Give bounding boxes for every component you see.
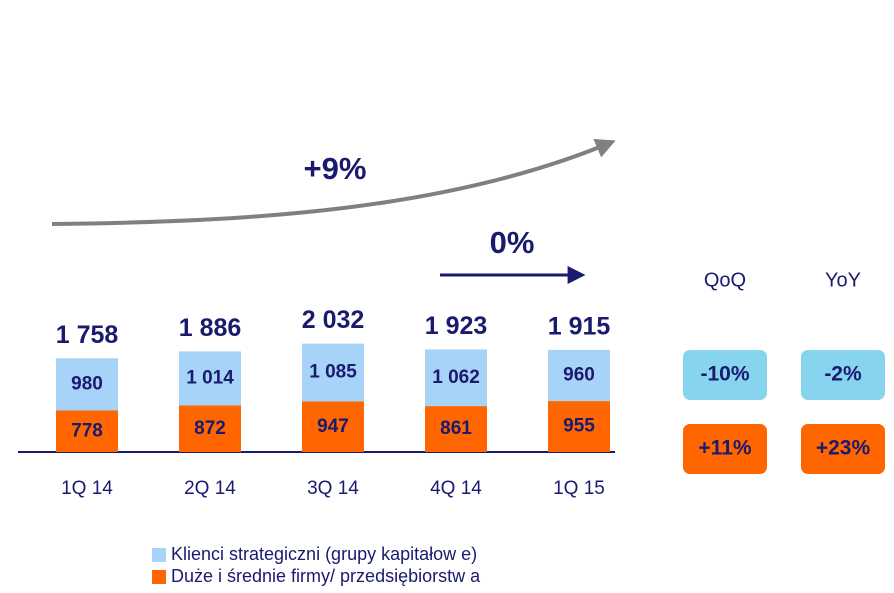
change-label: -2% <box>824 363 862 386</box>
total-label: 2 032 <box>302 306 365 334</box>
bar-segment <box>56 358 118 411</box>
legend-label: Duże i średnie firmy/ przedsiębiorstw a <box>171 566 481 586</box>
legend-swatch <box>152 570 166 584</box>
value-label: 960 <box>563 364 595 385</box>
change-header: QoQ <box>704 269 746 291</box>
change-header: YoY <box>825 269 861 291</box>
bar-segment <box>302 401 364 452</box>
value-label: 872 <box>194 418 226 439</box>
bar-segment <box>56 410 118 452</box>
growth-label: +9% <box>304 151 367 186</box>
x-tick-label: 4Q 14 <box>430 478 482 499</box>
change-badge <box>801 424 885 474</box>
value-label: 861 <box>440 418 472 439</box>
total-label: 1 915 <box>548 312 611 340</box>
bar-segment <box>548 401 610 452</box>
change-label: +11% <box>698 437 751 460</box>
x-tick-label: 1Q 15 <box>553 478 605 499</box>
change-label: +23% <box>816 437 871 460</box>
legend-swatch <box>152 548 166 562</box>
bar-segment <box>179 405 241 452</box>
legend-label: Klienci strategiczni (grupy kapitałow e) <box>171 544 477 564</box>
trend-arrow <box>51 138 616 226</box>
value-label: 947 <box>317 416 349 437</box>
total-label: 1 758 <box>56 321 119 349</box>
bar-segment <box>179 351 241 406</box>
value-label: 980 <box>71 373 103 394</box>
change-badge <box>683 424 767 474</box>
change-badge <box>801 350 885 400</box>
bar-segment <box>425 406 487 452</box>
x-tick-label: 3Q 14 <box>307 478 359 499</box>
x-tick-label: 1Q 14 <box>61 478 113 499</box>
value-label: 1 014 <box>186 367 234 388</box>
bar-segment <box>548 349 610 402</box>
change-label: -10% <box>700 363 749 386</box>
value-label: 1 062 <box>432 367 480 388</box>
change-badge <box>683 350 767 400</box>
bar-segment <box>425 349 487 407</box>
value-label: 955 <box>563 416 595 437</box>
value-label: 778 <box>71 420 103 441</box>
x-tick-label: 2Q 14 <box>184 478 236 499</box>
total-label: 1 886 <box>179 314 242 342</box>
bar-segment <box>302 343 364 402</box>
value-label: 1 085 <box>309 362 357 383</box>
growth-label: 0% <box>490 225 535 260</box>
total-label: 1 923 <box>425 312 488 340</box>
